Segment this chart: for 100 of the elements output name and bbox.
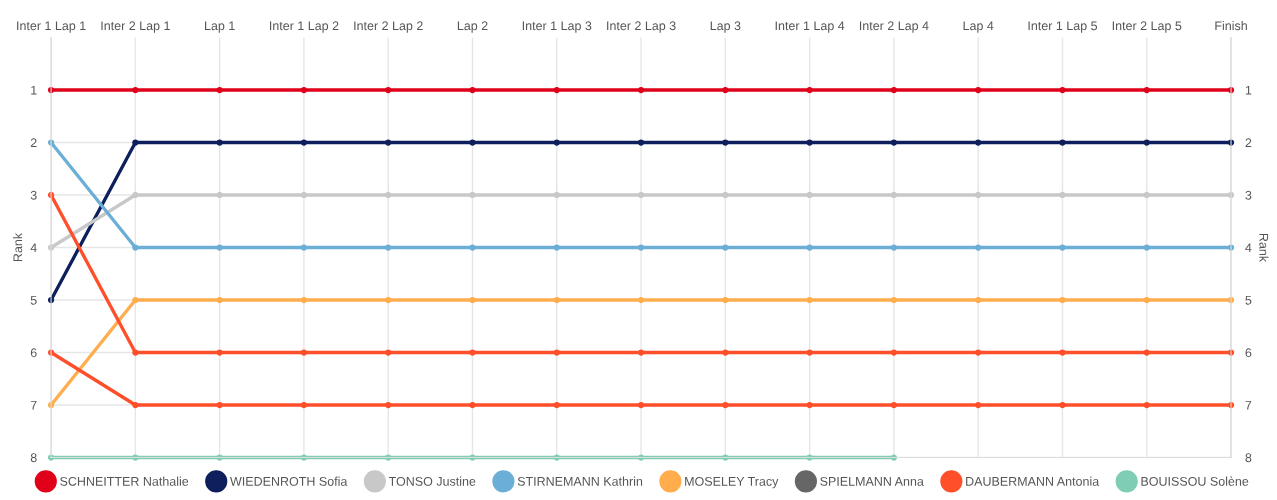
x-tick-label: Inter 1 Lap 3 xyxy=(522,21,592,33)
point xyxy=(890,86,898,94)
point xyxy=(975,296,982,304)
point xyxy=(637,349,645,356)
legend-label: DAUBERMANN Antonia xyxy=(966,476,1100,486)
point xyxy=(975,139,982,146)
y-tick-label: 1 xyxy=(31,85,37,95)
point xyxy=(1143,139,1150,146)
point xyxy=(132,296,139,304)
point xyxy=(300,349,308,356)
y-tick-label: 8 xyxy=(30,453,37,463)
point xyxy=(890,296,898,304)
point xyxy=(806,401,813,409)
legend-label: SPIELMANN Anna xyxy=(820,476,924,486)
point xyxy=(216,401,223,409)
y2-tick-label: 2 xyxy=(1245,138,1252,148)
point xyxy=(890,244,898,251)
point xyxy=(469,401,476,409)
point xyxy=(1059,296,1066,304)
point xyxy=(806,191,813,199)
point xyxy=(806,296,813,304)
legend-label: MOSELEY Tracy xyxy=(685,476,779,489)
x-tick-label: Inter 1 Lap 4 xyxy=(775,21,845,33)
point xyxy=(637,244,645,251)
y2-tick-label: 5 xyxy=(1245,295,1252,305)
point xyxy=(1143,349,1150,356)
point xyxy=(1143,296,1150,304)
point xyxy=(1059,244,1066,251)
point xyxy=(637,86,645,94)
x-tick-label: Finish xyxy=(1215,20,1247,31)
point xyxy=(300,191,308,199)
y-tick-label: 4 xyxy=(30,243,37,253)
point xyxy=(1059,349,1066,356)
point xyxy=(890,139,898,146)
point xyxy=(132,86,139,94)
point xyxy=(1059,86,1066,94)
point xyxy=(553,349,560,356)
y2-tick-label: 6 xyxy=(1245,348,1252,358)
point xyxy=(553,401,560,409)
x-tick-label: Inter 2 Lap 5 xyxy=(1112,21,1182,33)
point xyxy=(806,349,813,356)
x-tick-label: Inter 2 Lap 2 xyxy=(354,21,423,33)
point xyxy=(385,296,392,304)
point xyxy=(1143,401,1150,409)
point xyxy=(890,349,898,356)
point xyxy=(300,86,308,94)
x-tick-label: Lap 1 xyxy=(205,21,235,33)
point xyxy=(1059,401,1066,409)
point xyxy=(469,244,476,251)
x-tick-label: Lap 2 xyxy=(457,21,488,33)
point xyxy=(975,401,982,409)
point xyxy=(132,139,139,146)
y2-tick-label: 7 xyxy=(1245,400,1252,410)
legend-label: BOUISSOU Solène xyxy=(1141,476,1249,486)
point xyxy=(553,296,560,304)
y-tick-label: 2 xyxy=(30,138,37,148)
y2-tick-label: 3 xyxy=(1245,190,1252,200)
point xyxy=(553,191,560,199)
point xyxy=(132,349,139,356)
point xyxy=(637,139,645,146)
point xyxy=(385,139,392,146)
y-tick-label: 3 xyxy=(30,190,37,200)
point xyxy=(975,191,982,199)
y-tick-label: 7 xyxy=(30,400,37,410)
y2-tick-label: 4 xyxy=(1245,243,1252,253)
point xyxy=(132,244,139,251)
point xyxy=(553,86,560,94)
point xyxy=(216,296,223,304)
point xyxy=(1143,86,1150,94)
point xyxy=(975,86,982,94)
point xyxy=(1143,244,1150,251)
point xyxy=(553,244,560,251)
point xyxy=(806,86,813,94)
point xyxy=(216,191,223,199)
point xyxy=(385,86,392,94)
point xyxy=(722,86,729,94)
legend-label: STIRNEMANN Kathrin xyxy=(517,476,643,486)
y-tick-label: 6 xyxy=(30,348,37,358)
point xyxy=(216,244,223,251)
x-tick-label: Inter 1 Lap 1 xyxy=(17,21,86,33)
point xyxy=(722,401,729,409)
y2-axis-title: Rank xyxy=(1259,233,1269,263)
point xyxy=(890,191,898,199)
point xyxy=(722,244,729,251)
point xyxy=(553,139,560,146)
point xyxy=(385,349,392,356)
point xyxy=(806,244,813,251)
point xyxy=(975,349,982,356)
legend-label: SCHNEITTER Nathalie xyxy=(60,476,189,486)
point xyxy=(469,139,476,146)
point xyxy=(722,191,729,199)
point xyxy=(722,139,729,146)
legend-label: WIEDENROTH Sofia xyxy=(230,476,348,486)
point xyxy=(722,296,729,304)
x-tick-label: Inter 1 Lap 5 xyxy=(1028,21,1098,33)
point xyxy=(216,86,223,94)
legend-label: TONSO Justine xyxy=(388,476,476,486)
x-tick-label: Inter 2 Lap 4 xyxy=(859,21,929,33)
point xyxy=(637,296,645,304)
x-tick-label: Lap 4 xyxy=(963,21,994,33)
